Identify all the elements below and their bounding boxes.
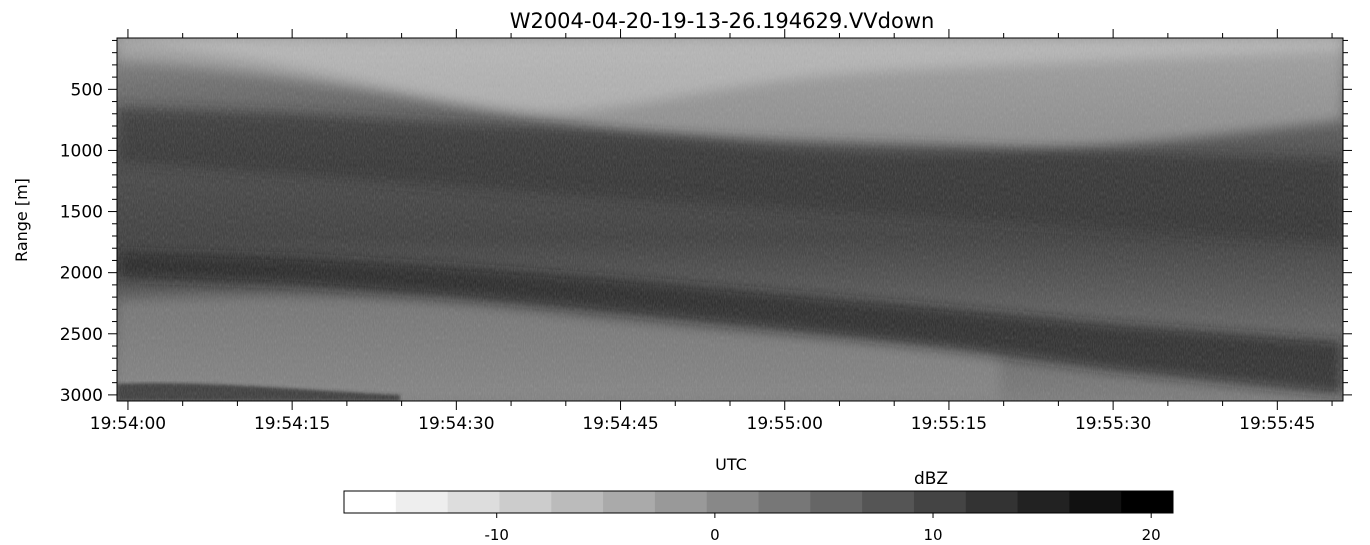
x-tick-label: 19:55:45 — [1239, 414, 1315, 434]
x-tick-label: 19:54:30 — [418, 414, 494, 434]
x-axis-label: UTC — [715, 455, 747, 474]
plot-area — [117, 38, 1343, 401]
colorbar-swatch — [965, 491, 1019, 513]
colorbar-swatch — [395, 491, 449, 513]
colorbar-swatch — [758, 491, 811, 513]
colorbar-tick-label: 0 — [710, 526, 720, 544]
y-tick-label: 1000 — [60, 141, 103, 161]
y-tick-label: 2000 — [60, 264, 103, 284]
x-tick-label: 19:55:30 — [1075, 414, 1151, 434]
x-tick-label: 19:55:00 — [747, 414, 823, 434]
colorbar-swatch — [913, 491, 967, 513]
colorbar-swatch — [1069, 491, 1122, 513]
y-tick-label: 500 — [71, 80, 103, 100]
x-tick-label: 19:54:00 — [90, 414, 166, 434]
x-tick-label: 19:55:15 — [911, 414, 987, 434]
colorbar-swatch — [447, 491, 500, 513]
colorbar-swatch — [499, 491, 552, 513]
y-tick-label: 1500 — [60, 203, 103, 223]
colorbar-swatch — [810, 491, 863, 513]
colorbar-tick-label: 10 — [923, 526, 942, 544]
colorbar-tick-label: -10 — [484, 526, 509, 544]
x-tick-label: 19:54:15 — [254, 414, 330, 434]
y-axis-label: Range [m] — [12, 178, 31, 262]
colorbar-swatch — [862, 491, 915, 513]
colorbar-label: dBZ — [914, 469, 948, 489]
colorbar-swatch — [551, 491, 604, 513]
colorbar-swatch — [706, 491, 759, 513]
colorbar: -10 0 10 20 — [343, 490, 1174, 544]
colorbar-frame — [343, 490, 1174, 514]
x-axis: 19:54:00 19:54:15 19:54:30 19:54:45 19:55:00… — [90, 29, 1333, 434]
y-tick-label: 2500 — [60, 325, 103, 345]
y-axis: 500 1000 1500 2000 2500 3000 — [60, 39, 1352, 406]
chart-title: W2004-04-20-19-13-26.194629.VVdown — [510, 9, 935, 33]
y-tick-label: 3000 — [60, 386, 103, 406]
colorbar-swatch — [344, 491, 397, 513]
x-tick-label: 19:54:45 — [582, 414, 658, 434]
colorbar-tick-label: 20 — [1142, 526, 1161, 544]
colorbar-swatch — [603, 491, 656, 513]
colorbar-swatch — [654, 491, 708, 513]
colorbar-swatch — [1017, 491, 1070, 513]
colorbar-swatch — [1121, 491, 1174, 513]
